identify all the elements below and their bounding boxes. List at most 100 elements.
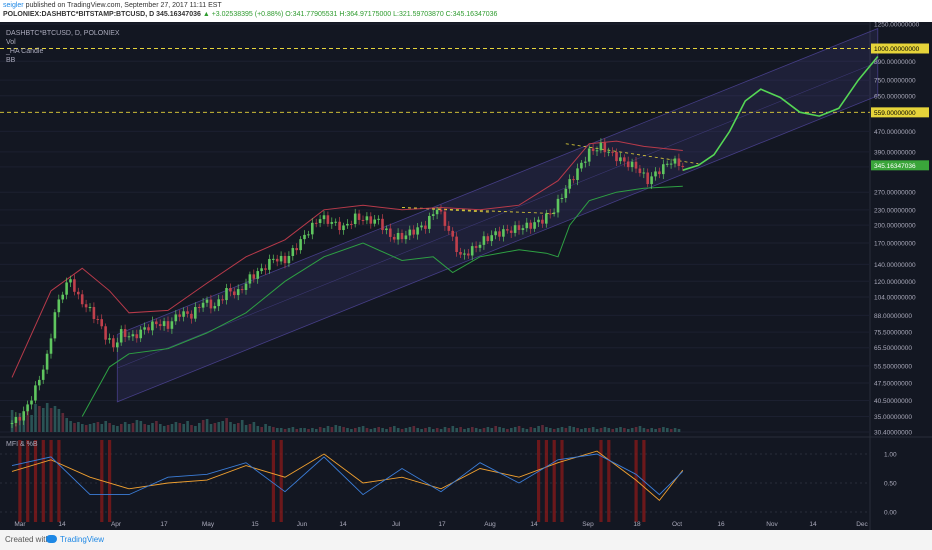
candle-body	[451, 230, 454, 237]
volume-bar	[642, 428, 646, 432]
volume-bar	[225, 418, 228, 432]
volume-bar	[537, 426, 540, 432]
x-tick-label: Jun	[297, 521, 308, 528]
volume-bar	[630, 428, 634, 432]
volume-bar	[424, 428, 427, 432]
volume-bar	[396, 428, 400, 432]
candle-body	[498, 231, 501, 237]
price-tick-label: 65.50000000	[874, 345, 912, 352]
candle-body	[541, 219, 544, 224]
volume-bar	[112, 425, 115, 432]
candle-body	[147, 327, 150, 331]
candle-body	[88, 307, 92, 309]
price-tick-label: 35.00000000	[874, 414, 912, 421]
volume-bar	[611, 429, 614, 432]
candle-body	[84, 304, 88, 308]
volume-bar	[217, 422, 221, 432]
candle-body	[470, 246, 474, 256]
volume-bar	[490, 428, 494, 432]
candle-body	[49, 338, 53, 354]
volume-bar	[151, 423, 154, 432]
candle-body	[26, 404, 29, 412]
level-label: 1000.00000000	[874, 46, 920, 53]
candle-body	[350, 223, 353, 225]
candle-body	[681, 165, 685, 167]
x-tick-label: May	[202, 521, 215, 528]
candle-body	[295, 248, 298, 251]
volume-bar	[42, 408, 45, 432]
volume-bar	[498, 427, 501, 432]
overbought-bar	[18, 440, 22, 522]
candle-body	[260, 268, 263, 272]
candle-body	[104, 326, 107, 340]
candle-body	[443, 211, 447, 226]
candle-body	[591, 148, 595, 152]
overbought-bar	[57, 440, 61, 522]
candle-body	[486, 236, 490, 242]
candle-body	[53, 312, 57, 339]
volume-bar	[361, 426, 365, 432]
osc-tick-label: 0.50	[884, 481, 897, 488]
volume-bar	[662, 427, 665, 432]
candle-body	[38, 379, 41, 386]
volume-bar	[221, 421, 224, 432]
candle-body	[197, 307, 201, 309]
volume-bar	[268, 426, 271, 432]
price-tick-label: 1250.00000000	[874, 22, 920, 29]
candle-body	[209, 299, 213, 309]
candle-body	[396, 232, 400, 240]
candle-body	[14, 416, 18, 423]
candle-body	[342, 225, 345, 231]
candle-body	[389, 228, 392, 237]
volume-bar	[572, 427, 575, 432]
level-label: 559.00000000	[874, 110, 916, 117]
candle-body	[611, 151, 614, 153]
candle-body	[357, 213, 361, 220]
candle-body	[131, 334, 135, 337]
candle-body	[669, 163, 673, 165]
candle-body	[630, 161, 634, 168]
candle-body	[299, 239, 302, 251]
overbought-bar	[108, 440, 112, 522]
price-tick-label: 750.00000000	[874, 78, 916, 85]
volume-bar	[34, 404, 37, 432]
overbought-bar	[560, 440, 564, 522]
volume-bar	[201, 420, 205, 432]
volume-bar	[139, 421, 143, 432]
candle-body	[116, 342, 119, 348]
volume-bar	[369, 429, 373, 432]
x-tick-label: 18	[633, 521, 641, 528]
candle-body	[34, 385, 37, 401]
candle-body	[22, 411, 25, 421]
candle-body	[244, 283, 248, 291]
overbought-bar	[599, 440, 603, 522]
candle-body	[174, 314, 178, 322]
candle-body	[275, 258, 279, 262]
candle-body	[225, 288, 228, 301]
candle-body	[623, 157, 626, 162]
candle-body	[10, 422, 14, 424]
tradingview-link[interactable]: TradingView	[60, 535, 105, 544]
candle-body	[595, 150, 599, 152]
header-price: 345.16347036	[156, 11, 201, 18]
candle-body	[112, 338, 115, 348]
candle-body	[151, 321, 154, 331]
volume-bar	[318, 427, 322, 432]
volume-bar	[84, 425, 88, 432]
candle-body	[568, 179, 571, 189]
volume-bar	[471, 427, 474, 432]
candle-body	[638, 168, 642, 174]
volume-bar	[482, 428, 486, 432]
x-tick-label: 14	[58, 521, 66, 528]
level-label-box	[871, 43, 929, 54]
volume-bar	[447, 428, 451, 432]
candle-body	[502, 229, 505, 237]
candle-body	[178, 314, 181, 317]
volume-bar	[584, 428, 587, 432]
chart-panel[interactable]: 1250.00000000 890.00000000 750.00000000 650…	[0, 22, 932, 530]
author-link[interactable]: seigler	[3, 2, 24, 9]
price-chart[interactable]: 1250.00000000 890.00000000 750.00000000 650…	[0, 22, 932, 530]
price-tick-label: 470.00000000	[874, 129, 916, 136]
candle-body	[513, 225, 517, 233]
volume-bar	[502, 428, 505, 432]
